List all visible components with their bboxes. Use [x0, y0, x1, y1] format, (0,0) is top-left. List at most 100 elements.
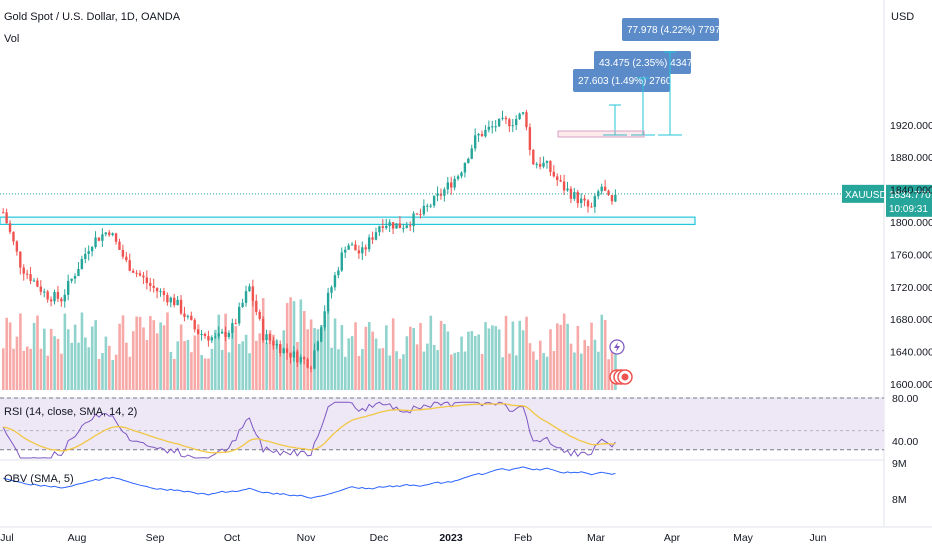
volume-bar [576, 325, 580, 390]
volume-bar [214, 329, 217, 390]
candle [528, 123, 532, 156]
candle [439, 188, 443, 200]
volume-bar [169, 351, 173, 390]
candle [326, 287, 330, 314]
candle [333, 272, 337, 291]
candle [429, 203, 432, 209]
candle [579, 193, 583, 209]
measure-callout[interactable]: 27.603 (1.49%) 2760.3 [573, 69, 680, 92]
volume-bar [326, 309, 330, 390]
volume-bar [361, 349, 364, 390]
candle [25, 269, 29, 280]
candle [432, 195, 436, 208]
candle [159, 288, 162, 297]
price-tick-label: 1800.000 [890, 217, 932, 229]
volume-bar [237, 343, 241, 390]
volume-bar [320, 325, 323, 390]
candle [388, 219, 391, 233]
candle [467, 157, 470, 164]
time-tick-label: 2023 [439, 532, 463, 544]
time-tick-label: Feb [514, 532, 532, 544]
volume-bar [94, 320, 97, 390]
volume-bar [70, 342, 73, 390]
volume-bar [227, 352, 231, 390]
measure-callout[interactable]: 43.475 (2.35%) 4347.5 [594, 51, 701, 74]
candle [525, 109, 528, 131]
candle [422, 199, 426, 216]
candle [470, 144, 473, 160]
candle [90, 245, 94, 257]
candle [190, 311, 193, 321]
volume-bar [39, 348, 43, 390]
candle [374, 227, 378, 241]
candle [480, 130, 484, 137]
volume-bar [5, 317, 9, 390]
volume-bar [22, 350, 26, 390]
candle [138, 270, 142, 277]
candle [234, 318, 237, 325]
candle [22, 264, 25, 281]
volume-bar [231, 326, 234, 390]
symbol-title[interactable]: Gold Spot / U.S. Dollar, 1D, OANDA [4, 11, 181, 23]
volume-bar [234, 325, 238, 390]
candle [385, 219, 388, 230]
symbol-badge [842, 184, 884, 203]
volume-bar [46, 355, 50, 390]
candle [477, 132, 480, 142]
volume-bar [446, 331, 450, 390]
candle [320, 325, 323, 343]
candle [443, 187, 446, 202]
candle [552, 165, 556, 178]
volume-bar [292, 301, 296, 390]
candle [149, 277, 152, 292]
volume-bar [456, 352, 460, 390]
volume-bar [162, 325, 166, 390]
measure-callout[interactable]: 77.978 (4.22%) 7797.8 [622, 18, 729, 41]
volume-bar [289, 297, 292, 390]
volume-bar [101, 353, 104, 390]
volume-bar [497, 329, 501, 390]
volume-bar [155, 333, 159, 390]
volume-bar [207, 358, 210, 390]
candle [518, 112, 521, 121]
candle [556, 173, 559, 186]
time-tick-label: May [733, 532, 754, 544]
time-tick-label: Jul [0, 532, 13, 544]
candle [265, 329, 268, 345]
volume-bar [176, 341, 180, 390]
volume-bar [337, 349, 340, 390]
candle [43, 288, 46, 298]
candle [152, 278, 155, 293]
candle [367, 234, 371, 253]
time-tick-label: Mar [587, 532, 606, 544]
candle [104, 232, 107, 237]
volume-bar [569, 343, 573, 390]
volume-bar [173, 358, 176, 390]
obv-label[interactable]: OBV (SMA, 5) [4, 473, 74, 485]
volume-bar [166, 312, 169, 390]
candle [408, 221, 412, 232]
candle [63, 289, 66, 308]
volume-bar [108, 345, 111, 390]
candle [549, 160, 552, 177]
volume-bar [528, 343, 532, 390]
flag-icon[interactable] [617, 369, 633, 385]
volume-bar [439, 320, 443, 390]
candle [53, 289, 56, 305]
measure-callout-text: 77.978 (4.22%) 7797.8 [627, 25, 729, 36]
event-marker-icon[interactable] [609, 339, 625, 355]
candle [193, 318, 196, 333]
candle [515, 115, 518, 131]
rsi-tick-label: 40.00 [892, 436, 918, 448]
volume-bar [511, 321, 515, 390]
volume-bar [408, 326, 412, 390]
price-tick-label: 1720.000 [890, 282, 932, 294]
volume-bar [501, 357, 504, 390]
candle [125, 252, 128, 263]
rsi-label[interactable]: RSI (14, close, SMA, 14, 2) [4, 406, 137, 418]
support-zone[interactable] [0, 216, 696, 226]
volume-bar [15, 336, 19, 390]
candle [227, 330, 231, 340]
